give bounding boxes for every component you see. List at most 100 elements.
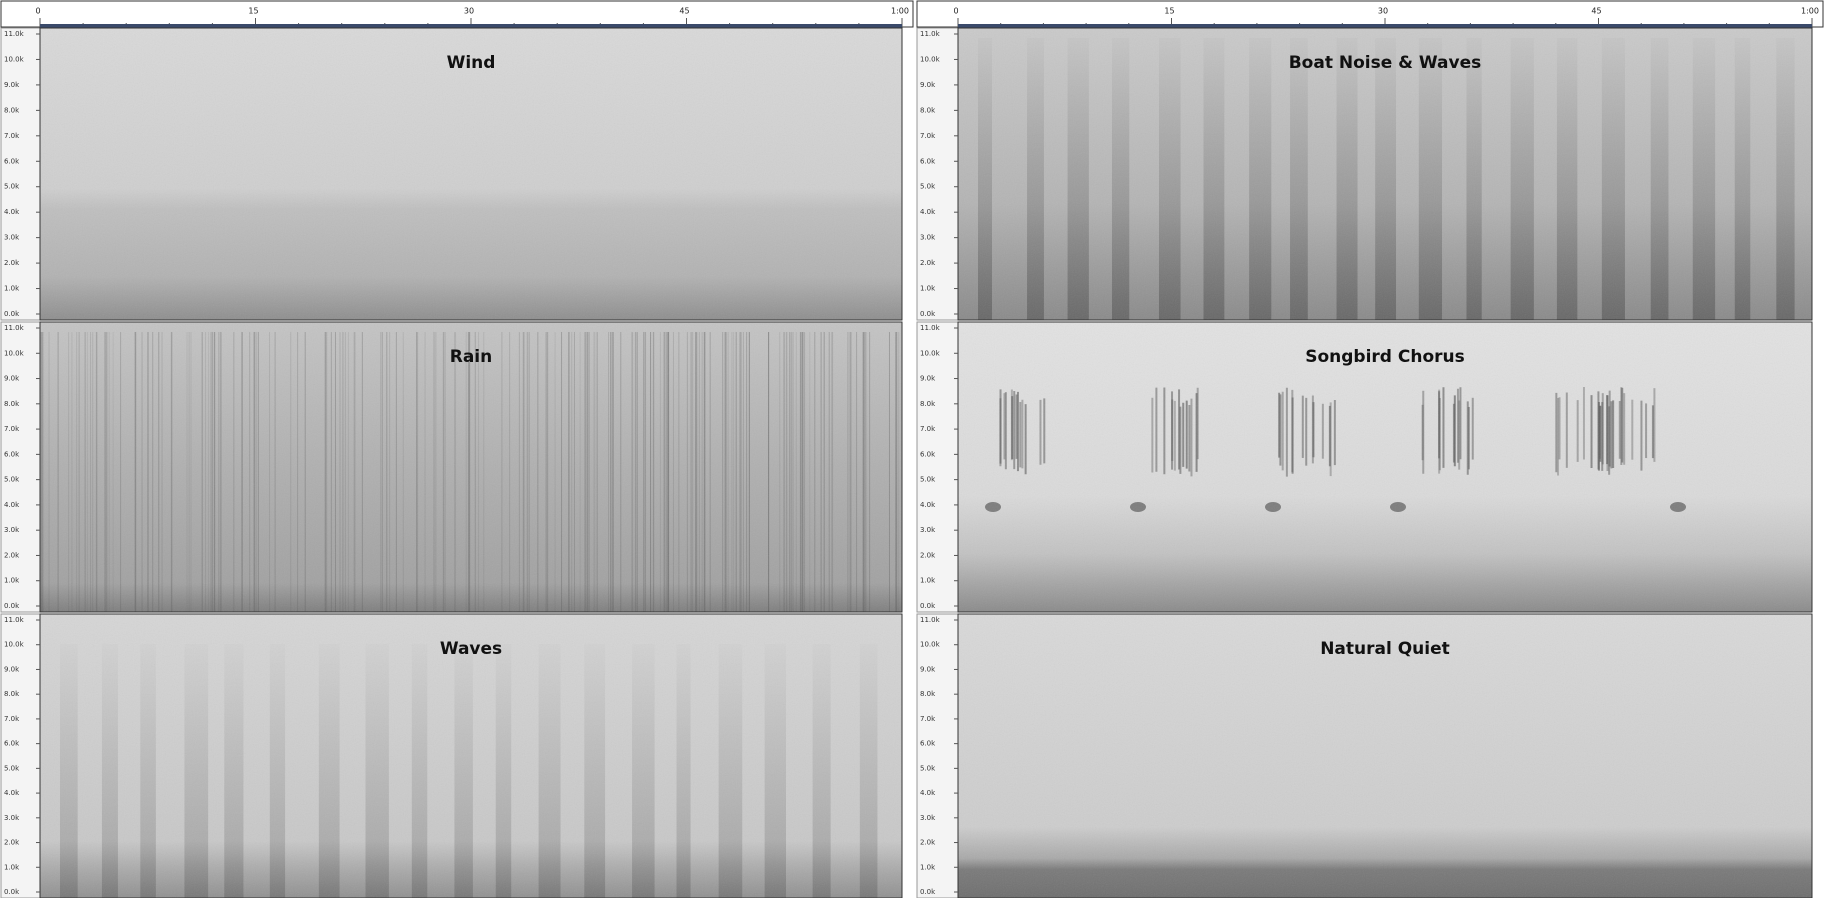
freq-label: 11.0k	[4, 616, 25, 624]
freq-label: 4.0k	[4, 501, 20, 509]
freq-label: 8.0k	[920, 106, 936, 114]
freq-label: 1.0k	[4, 577, 20, 585]
freq-label: 6.0k	[4, 157, 20, 165]
ruler-label: 45	[679, 7, 689, 16]
freq-label: 7.0k	[920, 132, 936, 140]
freq-label: 3.0k	[4, 526, 20, 534]
freq-label: 1.0k	[920, 285, 936, 293]
freq-label: 3.0k	[920, 234, 936, 242]
freq-axis	[917, 322, 958, 612]
freq-label: 0.0k	[920, 602, 936, 610]
ruler-label: 0	[35, 7, 40, 16]
freq-label: 3.0k	[4, 814, 20, 822]
freq-label: 5.0k	[4, 764, 20, 772]
freq-label: 1.0k	[4, 863, 20, 871]
ruler-label: 1:00	[1801, 7, 1819, 16]
freq-label: 1.0k	[920, 863, 936, 871]
freq-label: 7.0k	[920, 425, 936, 433]
spectrogram-panel: 11.0k 10.0k 9.0k 8.0k 7.0k 6.0k 5.0k 4.0k 3.0k 2.…	[1, 614, 902, 898]
freq-label: 5.0k	[920, 183, 936, 191]
ruler-bar	[958, 24, 1812, 28]
canvas: 01530451:0001530451:0011.0k10.0k9.0k8.0k…	[0, 0, 1834, 898]
freq-label: 11.0k	[4, 324, 25, 332]
freq-label: 10.0k	[4, 55, 25, 63]
freq-label: 1.0k	[920, 577, 936, 585]
time-ruler	[1, 1, 913, 27]
freq-label: 9.0k	[920, 375, 936, 383]
panel-title: Waves	[440, 639, 502, 659]
freq-label: 5.0k	[920, 764, 936, 772]
freq-label: 11.0k	[920, 324, 941, 332]
freq-label: 7.0k	[4, 715, 20, 723]
freq-label: 4.0k	[920, 789, 936, 797]
freq-label: 9.0k	[4, 665, 20, 673]
freq-label: 4.0k	[4, 208, 20, 216]
freq-axis	[1, 28, 40, 320]
freq-label: 3.0k	[920, 814, 936, 822]
freq-label: 0.0k	[4, 888, 20, 896]
spectrogram-panel: 11.0k10.0k9.0k8.0k7.0k6.0k5.0k4.0k3.0k2.…	[1, 322, 902, 612]
freq-label: 6.0k	[4, 740, 20, 748]
freq-label: 2.0k	[920, 259, 936, 267]
freq-label: 10.0k	[920, 349, 941, 357]
freq-label: 2.0k	[920, 551, 936, 559]
freq-label: 7.0k	[4, 425, 20, 433]
freq-label: 11.0k	[4, 30, 25, 38]
panel-title: Songbird Chorus	[1305, 347, 1465, 367]
freq-label: 4.0k	[920, 208, 936, 216]
spectrogram-grid: 01530451:0001530451:0011.0k10.0k9.0k8.0k…	[0, 0, 1834, 898]
freq-label: 2.0k	[4, 551, 20, 559]
freq-label: 8.0k	[4, 106, 20, 114]
spectrogram-panel: 11.0k 10.0k 9.0k 8.0k 7.0k 6.0k 5.0k 4.0k 3.0k 2.…	[917, 614, 1812, 898]
freq-label: 9.0k	[920, 665, 936, 673]
panel-title: Rain	[450, 347, 493, 367]
freq-axis	[917, 614, 958, 898]
panel-title: Wind	[447, 53, 496, 73]
freq-label: 6.0k	[920, 157, 936, 165]
freq-label: 10.0k	[4, 349, 25, 357]
ruler-label: 45	[1591, 7, 1601, 16]
freq-label: 0.0k	[920, 310, 936, 318]
ruler-label: 0	[953, 7, 958, 16]
freq-label: 5.0k	[4, 183, 20, 191]
freq-label: 6.0k	[920, 740, 936, 748]
freq-label: 9.0k	[4, 375, 20, 383]
ruler-bar	[40, 24, 902, 28]
freq-label: 1.0k	[4, 285, 20, 293]
spectrogram-panel: 11.0k10.0k9.0k8.0k7.0k6.0k5.0k4.0k3.0k2.…	[1, 28, 902, 320]
freq-label: 10.0k	[920, 641, 941, 649]
freq-label: 8.0k	[920, 690, 936, 698]
freq-label: 8.0k	[4, 690, 20, 698]
ruler-label: 15	[248, 7, 258, 16]
freq-label: 11.0k	[920, 616, 941, 624]
freq-label: 4.0k	[4, 789, 20, 797]
freq-label: 5.0k	[920, 476, 936, 484]
freq-label: 6.0k	[920, 450, 936, 458]
freq-label: 4.0k	[920, 501, 936, 509]
ruler-label: 1:00	[891, 7, 909, 16]
freq-label: 3.0k	[4, 234, 20, 242]
freq-label: 9.0k	[920, 81, 936, 89]
freq-label: 10.0k	[920, 55, 941, 63]
panel-title: Boat Noise & Waves	[1289, 53, 1482, 73]
panel-title: Natural Quiet	[1320, 639, 1450, 659]
ruler-label: 15	[1164, 7, 1174, 16]
freq-label: 10.0k	[4, 641, 25, 649]
freq-label: 5.0k	[4, 476, 20, 484]
ruler-label: 30	[1378, 7, 1388, 16]
freq-label: 8.0k	[4, 400, 20, 408]
freq-label: 11.0k	[920, 30, 941, 38]
freq-label: 2.0k	[920, 839, 936, 847]
spectrogram-panel: 11.0k 10.0k 9.0k 8.0k 7.0k 6.0k 5.0k 4.0k 3.0k 2.…	[917, 322, 1812, 612]
freq-axis	[917, 28, 958, 320]
freq-label: 8.0k	[920, 400, 936, 408]
freq-label: 2.0k	[4, 259, 20, 267]
freq-label: 2.0k	[4, 839, 20, 847]
freq-axis	[1, 614, 40, 898]
time-ruler	[917, 1, 1823, 27]
freq-axis	[1, 322, 40, 612]
freq-label: 0.0k	[4, 602, 20, 610]
freq-label: 7.0k	[920, 715, 936, 723]
spectrogram-panel: 11.0k 10.0k 9.0k 8.0k 7.0k 6.0k 5.0k 4.0k 3.0k 2.…	[917, 28, 1812, 320]
freq-label: 3.0k	[920, 526, 936, 534]
